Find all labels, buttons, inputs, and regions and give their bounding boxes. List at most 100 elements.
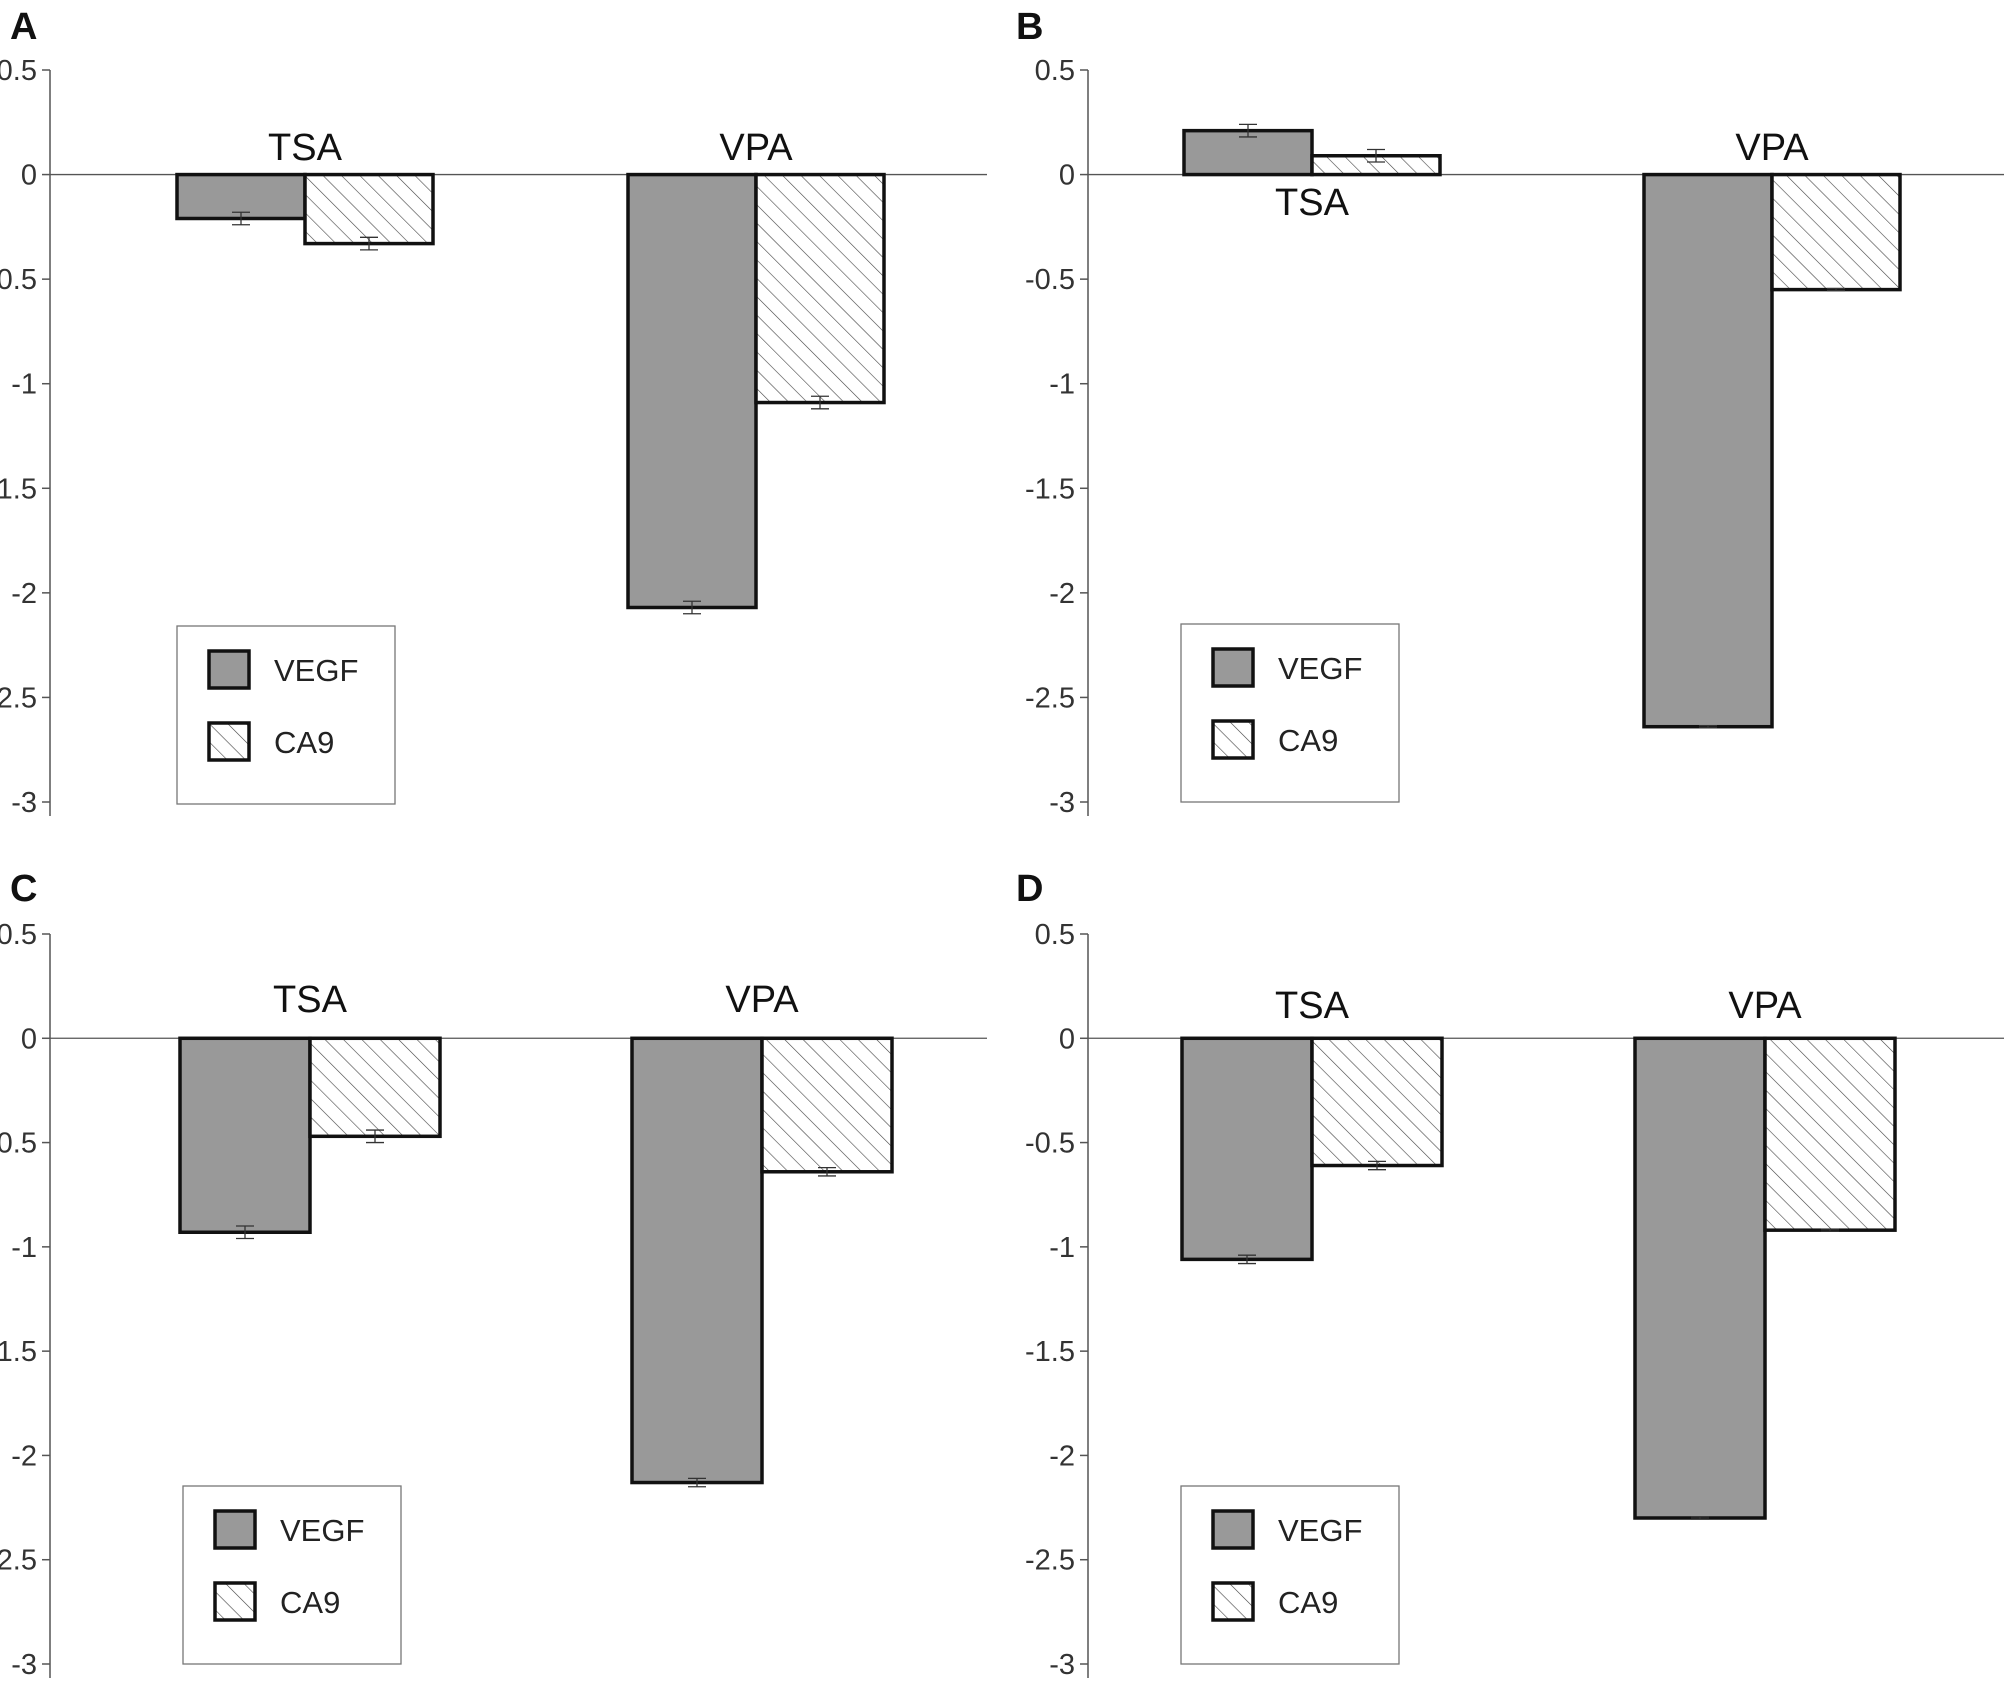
error-bar — [1827, 287, 1845, 292]
y-tick-label: -3 — [1049, 1649, 1075, 1681]
legend-swatch-ca9 — [1211, 1581, 1255, 1622]
y-tick-label: -0.5 — [1025, 1128, 1075, 1160]
category-label-tsa: TSA — [1275, 985, 1350, 1027]
y-tick-label: -3 — [1049, 787, 1075, 819]
y-tick-label: -2 — [11, 578, 37, 610]
legend: VEGF CA9 — [1180, 1485, 1400, 1665]
legend-swatch-ca9 — [213, 1581, 257, 1622]
bar-ca9-tsa — [1310, 1036, 1444, 1168]
legend-swatch-ca9 — [207, 721, 251, 762]
y-tick-label: -2 — [1049, 1440, 1075, 1472]
bar-vegf-vpa — [626, 172, 758, 610]
y-tick-label: 0 — [21, 1023, 37, 1055]
panel-letter-a: A — [10, 6, 38, 48]
y-tick-label: -1.5 — [0, 1336, 37, 1368]
error-bar — [1239, 123, 1257, 138]
y-tick-label: 0 — [1059, 160, 1075, 192]
error-bar — [236, 1225, 254, 1240]
y-tick-label: -1 — [1049, 1232, 1075, 1264]
chart-a: 0.5 0 -0.5 -1 -1.5 -2 -2.5 -3 TSA VPA VEGF CA9 — [0, 55, 987, 819]
chart-b: 0.5 0 -0.5 -1 -1.5 -2 -2.5 -3 TSA VPA VEGF CA9 — [1025, 55, 2004, 819]
panel-letter-d: D — [1016, 868, 1044, 910]
error-bar — [818, 1166, 836, 1177]
error-bar — [688, 1477, 706, 1488]
legend: VEGF CA9 — [182, 1485, 402, 1665]
error-bar — [811, 395, 829, 410]
y-tick-label: -3 — [11, 787, 37, 819]
y-tick-label: -3 — [11, 1649, 37, 1681]
y-tick-label: -0.5 — [1025, 264, 1075, 296]
bar-ca9-vpa — [760, 1036, 894, 1174]
legend-swatch-vegf — [213, 1509, 257, 1550]
legend-swatch-ca9 — [1211, 719, 1255, 760]
y-tick-label: -2 — [11, 1440, 37, 1472]
legend-label-vegf: VEGF — [280, 1513, 364, 1548]
y-tick-label: -1.5 — [0, 473, 37, 505]
bar-ca9-tsa — [308, 1036, 442, 1139]
error-bar — [1238, 1254, 1256, 1265]
error-bar — [1368, 1160, 1386, 1171]
legend-swatch-vegf — [1211, 1509, 1255, 1550]
bar-ca9-vpa — [754, 172, 886, 405]
bar-ca9-vpa — [1770, 172, 1902, 292]
legend-label-ca9: CA9 — [280, 1585, 340, 1620]
error-bar — [1367, 148, 1385, 163]
legend-label-ca9: CA9 — [274, 725, 334, 760]
y-tick-label: -1 — [1049, 369, 1075, 401]
panel-letter-b: B — [1016, 6, 1044, 48]
category-label-vpa: VPA — [725, 979, 799, 1021]
error-bar — [683, 600, 701, 615]
bar-vegf-tsa — [1180, 1036, 1314, 1262]
error-bar — [232, 211, 250, 226]
panel-letter-c: C — [10, 868, 38, 910]
category-label-vpa: VPA — [1735, 127, 1809, 169]
legend-swatch-vegf — [207, 649, 251, 690]
panel-a: A 0.5 0 -0.5 -1 -1.5 -2 -2.5 -3 TSA VPA VEGF CA9 — [0, 0, 1004, 840]
y-tick-label: -2.5 — [0, 1545, 37, 1577]
y-tick-label: -0.5 — [0, 264, 37, 296]
legend-label-vegf: VEGF — [274, 653, 358, 688]
y-tick-label: 0.5 — [1035, 55, 1075, 87]
panel-d: D 0.5 0 -0.5 -1 -1.5 -2 -2.5 -3 TSA VPA VEGF CA9 — [1004, 862, 2008, 1685]
y-tick-label: -1.5 — [1025, 473, 1075, 505]
category-label-vpa: VPA — [719, 127, 793, 169]
bar-ca9-tsa — [303, 172, 435, 246]
panel-b: B 0.5 0 -0.5 -1 -1.5 -2 -2.5 -3 TSA VPA VEGF CA9 — [1004, 0, 2008, 840]
error-bar — [1821, 1228, 1839, 1232]
category-label-vpa: VPA — [1728, 985, 1802, 1027]
category-label-tsa: TSA — [273, 979, 348, 1021]
legend: VEGF CA9 — [176, 625, 396, 805]
bar-ca9-vpa — [1763, 1036, 1897, 1232]
y-tick-label: 0 — [21, 160, 37, 192]
y-tick-label: -0.5 — [0, 1128, 37, 1160]
legend: VEGF CA9 — [1180, 623, 1400, 803]
chart-d: 0.5 0 -0.5 -1 -1.5 -2 -2.5 -3 TSA VPA VEGF CA9 — [1025, 919, 2004, 1681]
error-bar — [1699, 725, 1717, 729]
category-label-tsa: TSA — [1275, 182, 1350, 224]
bar-vegf-vpa — [1642, 172, 1774, 729]
y-tick-label: -2.5 — [0, 682, 37, 714]
legend-label-ca9: CA9 — [1278, 1585, 1338, 1620]
y-tick-label: -2.5 — [1025, 682, 1075, 714]
y-tick-label: 0.5 — [1035, 919, 1075, 951]
legend-swatch-vegf — [1211, 647, 1255, 688]
y-tick-label: -2.5 — [1025, 1545, 1075, 1577]
y-tick-label: -2 — [1049, 578, 1075, 610]
chart-c: 0.5 0 -0.5 -1 -1.5 -2 -2.5 -3 TSA VPA VEGF CA9 — [0, 919, 987, 1681]
error-bar — [1691, 1516, 1709, 1520]
legend-label-ca9: CA9 — [1278, 723, 1338, 758]
error-bar — [366, 1129, 384, 1144]
y-tick-label: 0.5 — [0, 55, 37, 87]
bar-vegf-vpa — [1633, 1036, 1767, 1520]
panel-c: C 0.5 0 -0.5 -1 -1.5 -2 -2.5 -3 TSA VPA VEGF CA9 — [0, 862, 1004, 1685]
legend-label-vegf: VEGF — [1278, 651, 1362, 686]
y-tick-label: 0.5 — [0, 919, 37, 951]
legend-label-vegf: VEGF — [1278, 1513, 1362, 1548]
y-tick-label: -1.5 — [1025, 1336, 1075, 1368]
bar-vegf-vpa — [630, 1036, 764, 1485]
y-tick-label: 0 — [1059, 1023, 1075, 1055]
category-label-tsa: TSA — [268, 127, 343, 169]
y-tick-label: -1 — [11, 369, 37, 401]
error-bar — [360, 236, 378, 251]
y-tick-label: -1 — [11, 1232, 37, 1264]
